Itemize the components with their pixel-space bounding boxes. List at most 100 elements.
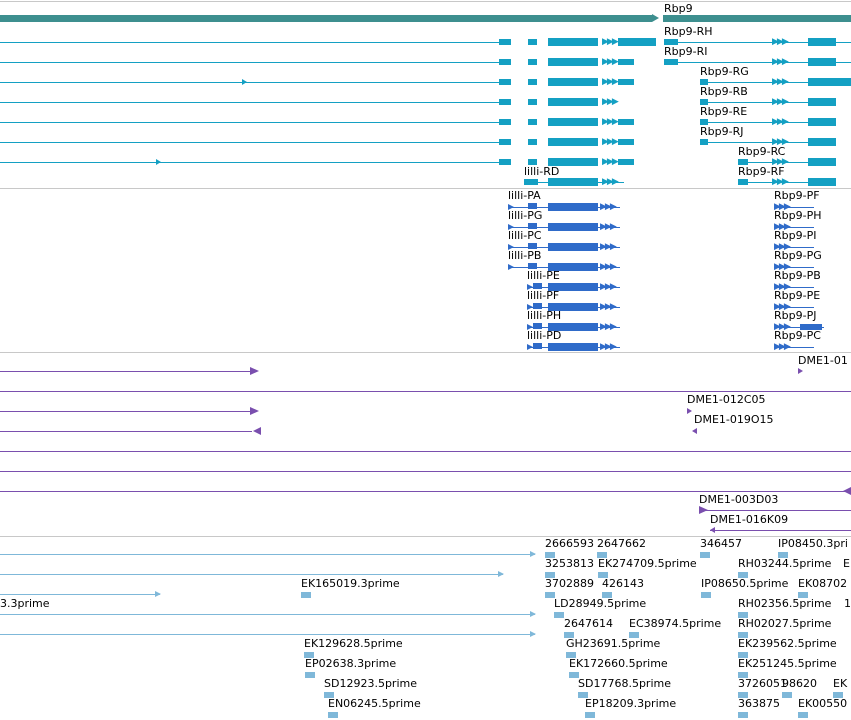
est-feature[interactable] bbox=[597, 552, 607, 558]
exon[interactable] bbox=[499, 99, 511, 105]
est-label[interactable]: EP18209.3prime bbox=[585, 697, 677, 710]
exon[interactable] bbox=[618, 139, 634, 145]
protein-label[interactable]: Rbp9-PI bbox=[774, 229, 817, 242]
est-label[interactable]: EK251245.5prime bbox=[738, 657, 837, 670]
exon[interactable] bbox=[548, 78, 598, 86]
exon[interactable] bbox=[664, 39, 678, 45]
cdna-label[interactable]: DME1-012C05 bbox=[687, 393, 766, 406]
protein-domain[interactable] bbox=[528, 203, 537, 209]
est-label[interactable]: 1 bbox=[844, 597, 851, 610]
est-label[interactable]: IP08650.5prime bbox=[701, 577, 789, 590]
protein-domain[interactable] bbox=[533, 283, 542, 289]
protein-domain[interactable] bbox=[548, 283, 598, 291]
est-label[interactable]: EK165019.3prime bbox=[301, 577, 400, 590]
est-feature[interactable] bbox=[798, 592, 808, 598]
protein-label[interactable]: Rbp9-PH bbox=[774, 209, 822, 222]
exon[interactable] bbox=[738, 179, 748, 185]
est-label[interactable]: EK08702 bbox=[798, 577, 848, 590]
est-feature[interactable] bbox=[324, 692, 334, 698]
gene-feature[interactable] bbox=[663, 15, 851, 22]
exon[interactable] bbox=[499, 159, 511, 165]
transcript-label[interactable]: Rbp9-RG bbox=[700, 65, 749, 78]
est-feature[interactable] bbox=[545, 592, 555, 598]
exon[interactable] bbox=[808, 98, 836, 106]
exon[interactable] bbox=[618, 159, 634, 165]
protein-label[interactable]: lilli-PA bbox=[508, 189, 541, 202]
protein-label[interactable]: lilli-PD bbox=[527, 329, 562, 342]
est-label[interactable]: EN06245.5prime bbox=[328, 697, 421, 710]
est-label[interactable]: EC38974.5prime bbox=[629, 617, 722, 630]
est-label[interactable]: 3702889 bbox=[545, 577, 594, 590]
exon[interactable] bbox=[499, 119, 511, 125]
protein-label[interactable]: lilli-PC bbox=[508, 229, 542, 242]
est-feature[interactable] bbox=[564, 632, 574, 638]
protein-domain[interactable] bbox=[800, 324, 822, 330]
est-label[interactable]: 426143 bbox=[602, 577, 644, 590]
exon[interactable] bbox=[528, 139, 537, 145]
exon[interactable] bbox=[528, 39, 537, 45]
est-feature[interactable] bbox=[738, 572, 748, 578]
protein-domain[interactable] bbox=[548, 323, 598, 331]
est-feature[interactable] bbox=[305, 672, 315, 678]
exon[interactable] bbox=[700, 139, 708, 145]
est-label[interactable]: EK239562.5prime bbox=[738, 637, 837, 650]
exon[interactable] bbox=[700, 79, 708, 85]
est-label[interactable]: RH03244.5prime bbox=[738, 557, 832, 570]
est-label[interactable]: IP08450.3pri bbox=[778, 537, 848, 550]
protein-domain[interactable] bbox=[533, 343, 542, 349]
est-label[interactable]: EK129628.5prime bbox=[304, 637, 403, 650]
transcript-label[interactable]: Rbp9-RI bbox=[664, 45, 708, 58]
exon[interactable] bbox=[808, 78, 851, 86]
est-feature[interactable] bbox=[738, 692, 748, 698]
est-label[interactable]: EK bbox=[833, 677, 848, 690]
protein-label[interactable]: lilli-PG bbox=[508, 209, 543, 222]
exon[interactable] bbox=[700, 99, 708, 105]
est-feature[interactable] bbox=[778, 552, 788, 558]
est-label[interactable]: 3726051 bbox=[738, 677, 787, 690]
exon[interactable] bbox=[499, 39, 511, 45]
est-feature[interactable] bbox=[738, 612, 748, 618]
exon[interactable] bbox=[528, 59, 537, 65]
est-feature[interactable] bbox=[602, 592, 612, 598]
exon[interactable] bbox=[618, 59, 634, 65]
exon[interactable] bbox=[618, 119, 634, 125]
est-label[interactable]: 2647614 bbox=[564, 617, 613, 630]
cdna-label[interactable]: DME1-003D03 bbox=[699, 493, 779, 506]
est-label[interactable]: 3253813 bbox=[545, 557, 594, 570]
exon[interactable] bbox=[528, 159, 537, 165]
est-label[interactable]: 2666593 bbox=[545, 537, 594, 550]
est-label[interactable]: E bbox=[843, 557, 850, 570]
gene-feature[interactable] bbox=[0, 15, 652, 22]
est-label[interactable]: LD28949.5prime bbox=[554, 597, 647, 610]
est-feature[interactable] bbox=[738, 672, 748, 678]
protein-domain[interactable] bbox=[548, 223, 598, 231]
protein-label[interactable]: Rbp9-PB bbox=[774, 269, 821, 282]
est-feature[interactable] bbox=[782, 692, 792, 698]
transcript-label[interactable]: Rbp9-RF bbox=[738, 165, 785, 178]
est-feature[interactable] bbox=[569, 672, 579, 678]
protein-label[interactable]: Rbp9-PG bbox=[774, 249, 822, 262]
est-feature[interactable] bbox=[738, 712, 748, 718]
est-feature[interactable] bbox=[701, 592, 711, 598]
exon[interactable] bbox=[524, 179, 538, 185]
est-feature[interactable] bbox=[301, 592, 311, 598]
protein-label[interactable]: lilli-PF bbox=[527, 289, 560, 302]
exon[interactable] bbox=[528, 119, 537, 125]
exon[interactable] bbox=[808, 58, 836, 66]
protein-domain[interactable] bbox=[548, 303, 598, 311]
protein-label[interactable]: lilli-PB bbox=[508, 249, 542, 262]
exon[interactable] bbox=[700, 119, 708, 125]
protein-label[interactable]: Rbp9-PE bbox=[774, 289, 821, 302]
exon[interactable] bbox=[548, 118, 598, 126]
exon[interactable] bbox=[528, 79, 537, 85]
protein-domain[interactable] bbox=[528, 263, 537, 269]
exon[interactable] bbox=[618, 38, 656, 46]
est-label[interactable]: 346457 bbox=[700, 537, 742, 550]
transcript-label[interactable]: Rbp9-RH bbox=[664, 25, 713, 38]
exon[interactable] bbox=[808, 158, 836, 166]
est-feature[interactable] bbox=[629, 632, 639, 638]
est-feature[interactable] bbox=[328, 712, 338, 718]
protein-label[interactable]: lilli-PH bbox=[527, 309, 562, 322]
cdna-label[interactable]: DME1-01 bbox=[798, 354, 848, 367]
protein-domain[interactable] bbox=[533, 323, 542, 329]
